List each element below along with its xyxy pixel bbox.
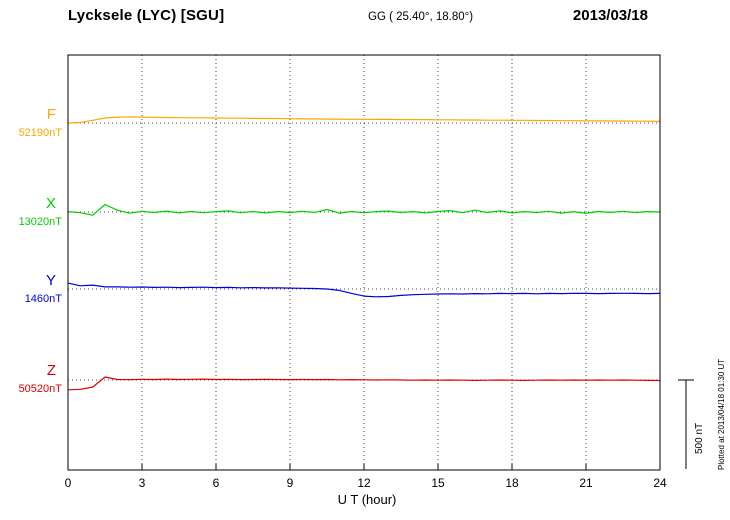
- series-label-X: X: [45, 195, 56, 212]
- x-tick-label: 6: [212, 476, 220, 490]
- trace-Y: [67, 282, 661, 298]
- scale-bar-label: 500 nT: [694, 422, 705, 454]
- trace-F: [67, 116, 661, 124]
- plotted-at-label: Plotted at 2013/04/18 01:30 UT: [717, 358, 726, 470]
- series-baseline-X: 13020nT: [18, 216, 62, 228]
- x-tick-label: 9: [286, 476, 294, 490]
- date-label: 2013/03/18: [572, 7, 648, 24]
- series-label-Y: Y: [45, 272, 56, 289]
- x-tick-label: 24: [653, 476, 667, 490]
- series-baseline-F: 52190nT: [18, 127, 62, 139]
- x-axis-title: U T (hour): [337, 492, 397, 507]
- x-tick-label: 21: [579, 476, 593, 490]
- geographic-coordinates: GG ( 25.40°, 18.80°): [368, 11, 474, 23]
- series-baseline-Z: 50520nT: [18, 383, 62, 395]
- series-baseline-Y: 1460nT: [24, 293, 62, 305]
- series-label-F: F: [46, 106, 56, 123]
- station-title: Lycksele (LYC) [SGU]: [68, 7, 225, 24]
- x-tick-label: 18: [505, 476, 519, 490]
- trace-X: [67, 203, 661, 216]
- trace-Z: [67, 376, 661, 391]
- x-tick-label: 12: [357, 476, 371, 490]
- x-tick-label: 15: [431, 476, 445, 490]
- x-tick-label: 3: [138, 476, 146, 490]
- series-label-Z: Z: [46, 362, 56, 379]
- x-tick-label: 0: [64, 476, 72, 490]
